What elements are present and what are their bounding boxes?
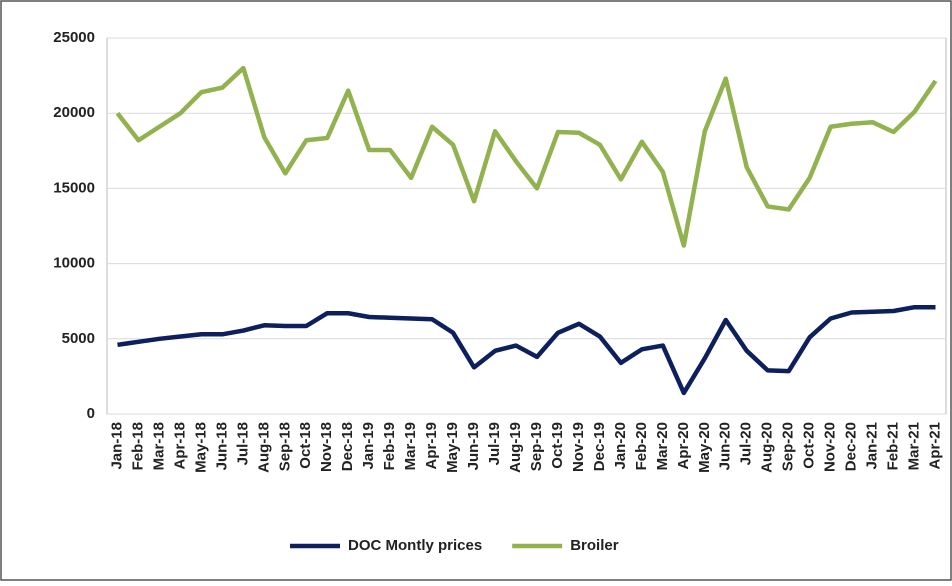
x-tick-label: May-18 xyxy=(192,422,209,473)
x-tick-label: Feb-18 xyxy=(129,422,146,470)
x-tick-label: Mar-20 xyxy=(654,422,671,470)
x-tick-label: Jun-18 xyxy=(213,422,230,470)
x-tick-label: Apr-21 xyxy=(926,422,943,470)
x-tick-label: Jan-18 xyxy=(108,422,125,470)
x-tick-label: Dec-18 xyxy=(339,422,356,471)
x-tick-label: Jan-21 xyxy=(864,422,881,470)
x-tick-label: Dec-20 xyxy=(843,422,860,471)
y-tick-label: 25000 xyxy=(53,29,95,46)
x-tick-label: Jul-18 xyxy=(234,422,251,465)
x-tick-label: Oct-19 xyxy=(549,422,566,469)
x-tick-label: Apr-20 xyxy=(675,422,692,470)
x-tick-label: Aug-20 xyxy=(759,422,776,473)
x-tick-label: Sep-19 xyxy=(528,422,545,471)
x-tick-label: Aug-19 xyxy=(507,422,524,473)
line-series xyxy=(117,304,936,396)
x-tick-label: Feb-20 xyxy=(633,422,650,470)
legend-label: DOC Montly prices xyxy=(348,537,482,554)
x-tick-label: Jan-20 xyxy=(612,422,629,470)
x-tick-label: Jun-19 xyxy=(465,422,482,470)
x-tick-label: Apr-18 xyxy=(171,422,188,470)
x-tick-label: Feb-19 xyxy=(381,422,398,470)
x-tick-label: Dec-19 xyxy=(591,422,608,471)
y-tick-label: 20000 xyxy=(53,104,95,121)
x-tick-label: Mar-18 xyxy=(150,422,167,470)
x-tick-label: Nov-20 xyxy=(822,422,839,472)
y-tick-label: 10000 xyxy=(53,255,95,272)
y-tick-label: 5000 xyxy=(62,330,95,347)
x-tick-label: Feb-21 xyxy=(885,422,902,470)
x-tick-label: Aug-18 xyxy=(255,422,272,473)
x-tick-label: Jun-20 xyxy=(717,422,734,470)
line-series xyxy=(115,65,938,248)
x-tick-label: Nov-18 xyxy=(318,422,335,472)
y-tick-label: 0 xyxy=(87,405,95,422)
x-tick-label: Oct-20 xyxy=(801,422,818,469)
x-tick-label: Oct-18 xyxy=(297,422,314,469)
x-tick-label: Mar-21 xyxy=(906,422,923,470)
y-tick-label: 15000 xyxy=(53,179,95,196)
legend-label: Broiler xyxy=(570,537,619,554)
x-tick-label: Mar-19 xyxy=(402,422,419,470)
x-tick-label: Apr-19 xyxy=(423,422,440,470)
x-tick-label: Jul-20 xyxy=(738,422,755,465)
x-tick-label: May-19 xyxy=(444,422,461,473)
x-tick-label: May-20 xyxy=(696,422,713,473)
x-tick-label: Sep-18 xyxy=(276,422,293,471)
x-tick-label: Sep-20 xyxy=(780,422,797,471)
x-tick-label: Nov-19 xyxy=(570,422,587,472)
x-tick-label: Jan-19 xyxy=(360,422,377,470)
x-tick-label: Jul-19 xyxy=(486,422,503,465)
